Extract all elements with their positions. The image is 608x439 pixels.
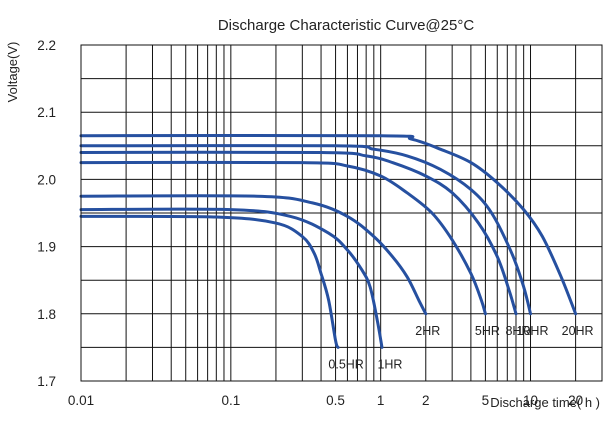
x-axis-label: Discharge time( h ) bbox=[490, 395, 600, 410]
y-tick-label: 2.2 bbox=[37, 38, 56, 53]
y-axis-label: Voltage(V) bbox=[5, 42, 20, 103]
plot-frame bbox=[80, 44, 603, 382]
curve-8hr bbox=[79, 150, 518, 316]
x-tick-label: 0.01 bbox=[68, 393, 94, 408]
x-tick-label: 0.5 bbox=[326, 393, 345, 408]
y-tick-labels: 1.7 1.8 1.9 2.0 2.1 2.2 bbox=[37, 38, 56, 389]
curve-0.5hr bbox=[79, 214, 340, 349]
y-tick-label: 1.9 bbox=[37, 240, 56, 255]
curve-5hr bbox=[79, 160, 487, 316]
x-tick-label: 0.1 bbox=[221, 393, 240, 408]
curve-label-10hr: 10HR bbox=[517, 324, 549, 338]
x-tick-label: 10 bbox=[523, 393, 538, 408]
y-tick-label: 1.7 bbox=[37, 374, 56, 389]
curves bbox=[79, 133, 578, 349]
x-tick-label: 1 bbox=[377, 393, 385, 408]
grid bbox=[81, 45, 602, 381]
curve-label-8hr: 8HR bbox=[505, 324, 530, 338]
x-tick-label: 5 bbox=[482, 393, 490, 408]
curve-label-2hr: 2HR bbox=[415, 324, 440, 338]
x-tick-label: 2 bbox=[422, 393, 430, 408]
curve-label-1hr: 1HR bbox=[377, 357, 402, 371]
y-tick-label: 2.1 bbox=[37, 105, 56, 120]
curve-label-0.5hr: 0.5HR bbox=[328, 357, 363, 371]
curve-20hr bbox=[79, 133, 578, 316]
x-tick-labels: 0.01 0.1 0.5 1 2 5 10 20 bbox=[68, 393, 583, 408]
curve-10hr bbox=[79, 144, 532, 316]
y-tick-label: 2.0 bbox=[37, 172, 56, 187]
curve-2hr bbox=[79, 194, 428, 316]
chart-title: Discharge Characteristic Curve@25°C bbox=[218, 17, 474, 34]
y-tick-label: 1.8 bbox=[37, 307, 56, 322]
curve-label-20hr: 20HR bbox=[562, 324, 594, 338]
x-tick-label: 20 bbox=[568, 393, 583, 408]
curve-1hr bbox=[79, 207, 384, 349]
curve-label-5hr: 5HR bbox=[475, 324, 500, 338]
